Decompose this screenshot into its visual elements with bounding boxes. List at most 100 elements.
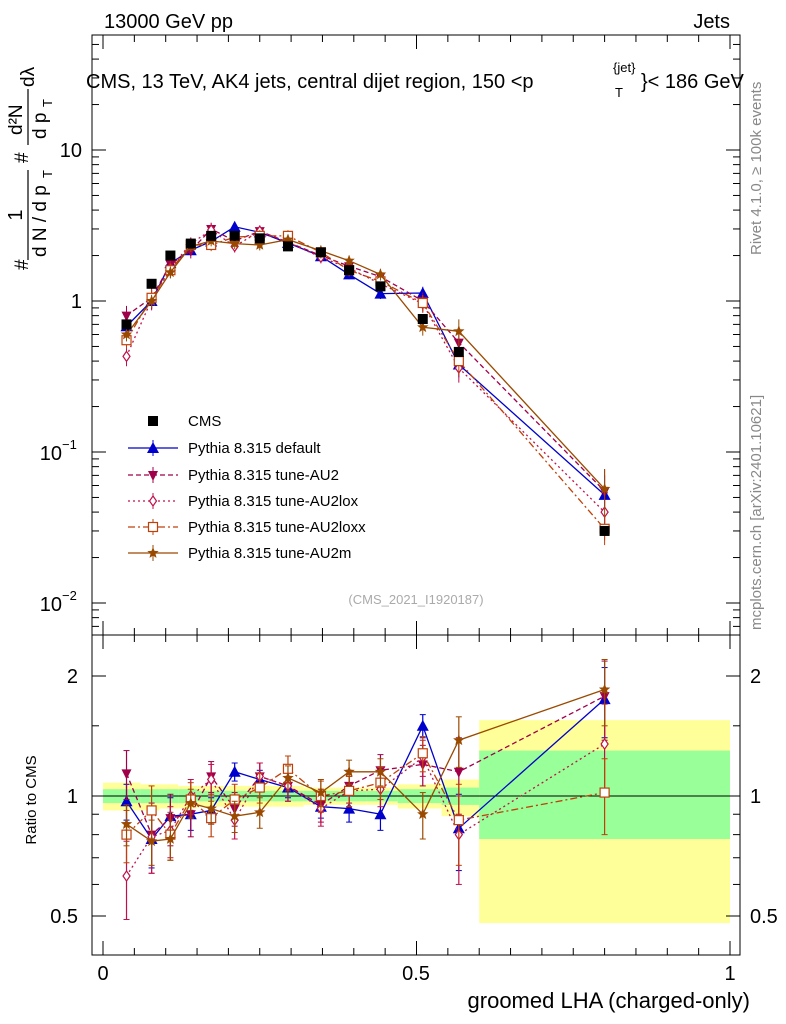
series-4-ratio-point [343, 785, 355, 796]
series-5-point [453, 325, 465, 337]
ylabel-one: 1 [5, 209, 27, 220]
series-2-ratio-point [121, 769, 132, 780]
analysis-id: (CMS_2021_I1920187) [348, 592, 483, 607]
series-4-ratio-point [417, 748, 428, 759]
series-1-ratio-point [416, 719, 429, 731]
ratio-ytick-0.5: 0.5 [50, 906, 78, 928]
series-4-ratio-point [599, 787, 610, 798]
legend-label-au2lox: Pythia 8.315 tune-AU2lox [188, 493, 359, 510]
series-3-ratio-point [206, 773, 216, 786]
cms-data-point [282, 241, 293, 252]
xtick-0.5: 0.5 [402, 963, 430, 985]
ytick-10: 10 [60, 140, 82, 162]
series-1-ratio-point [228, 765, 241, 777]
series-5-line [125, 238, 606, 490]
header-left: 13000 GeV pp [104, 11, 233, 33]
ytick-1: 1 [71, 291, 82, 313]
series-1-ratio-point [120, 795, 133, 807]
legend-marker-3 [148, 494, 158, 508]
ratio-ytick-1: 1 [67, 786, 78, 808]
ratio-series [120, 658, 611, 920]
series-5-point [164, 266, 177, 278]
series-5-ratio-point [120, 818, 133, 829]
x-axis-label: groomed LHA (charged-only) [468, 988, 750, 1013]
series-5-point [374, 268, 387, 280]
series-5-point [145, 295, 158, 306]
series-4-point [417, 297, 428, 309]
top-series [120, 220, 611, 546]
rivet-version-label: Rivet 4.1.0, ≥ 100k events [748, 82, 765, 255]
ytick-0.01: 10 [40, 594, 62, 616]
cms-data-point [121, 319, 132, 330]
series-5-ratio-line [126, 688, 605, 842]
series-5-ratio-point [315, 786, 327, 798]
ylabel-hash1: # [12, 259, 33, 270]
series-1-ratio-point [343, 802, 356, 814]
series-5-ratio-point [205, 802, 217, 814]
series-5-ratio-point [453, 734, 465, 746]
series-5-point [254, 239, 266, 250]
series-5-ratio-point [343, 765, 355, 777]
legend-label-au2m: Pythia 8.315 tune-AU2m [188, 545, 351, 562]
ylabel-hash2: # [12, 152, 33, 163]
title-sub: T [615, 85, 623, 100]
series-1-point [374, 287, 387, 299]
ylabel-den1: d N / d p [30, 185, 51, 257]
ratio-y-axis-label: Ratio to CMS [23, 755, 40, 844]
ylabel-num2: d²N [6, 104, 27, 135]
title-tail: }< 186 GeV [641, 71, 745, 93]
ytick-0.1: 10 [40, 443, 62, 465]
legend-marker-5 [147, 547, 159, 558]
series-5-ratio-point [374, 765, 387, 777]
series-3-ratio-point [122, 869, 131, 883]
cms-data-point [254, 233, 265, 244]
series-5-ratio-point [164, 833, 177, 844]
legend-marker-0 [148, 416, 158, 426]
legend-label-au2: Pythia 8.315 tune-AU2 [188, 467, 339, 484]
series-2-ratio-point [453, 767, 464, 778]
cms-data-point [344, 265, 355, 276]
cms-data-point [146, 278, 157, 289]
cms-data-point [375, 281, 386, 292]
series-5-ratio-point [282, 771, 294, 783]
series-1-point [228, 220, 241, 232]
title-main: CMS, 13 TeV, AK4 jets, central dijet reg… [86, 71, 534, 93]
plot-title: CMS, 13 TeV, AK4 jets, central dijet reg… [86, 60, 745, 100]
series-3-ratio-point [600, 737, 609, 751]
cms-data-point [453, 346, 464, 357]
series-5-point [417, 321, 429, 333]
series-5-ratio-point [185, 797, 197, 808]
title-sup: {jet} [613, 60, 636, 75]
series-2-point [121, 311, 132, 322]
series-4-ratio-point [254, 782, 265, 793]
cms-data-point [599, 525, 610, 536]
series-5-ratio-point [145, 835, 158, 847]
series-5-point [120, 328, 133, 340]
cms-data-point [206, 230, 217, 241]
xtick-0: 0 [97, 963, 108, 985]
legend-marker-1 [147, 442, 159, 453]
ylabel-t1: T [40, 170, 55, 178]
legend-label-default: Pythia 8.315 default [188, 440, 321, 457]
axis-ticks [92, 35, 740, 955]
legend-marker-4 [147, 521, 159, 533]
mcplots-label: mcplots.cern.ch [arXiv:2401.10621] [748, 395, 765, 630]
ratio-ytick-2: 2 [67, 666, 78, 688]
ratio-ytick-right-2: 2 [750, 666, 761, 688]
series-5-ratio-point [229, 810, 241, 821]
header-right: Jets [693, 11, 730, 33]
xtick-1: 1 [724, 963, 735, 985]
cms-data-point [315, 247, 326, 258]
series-4-point [453, 355, 464, 367]
ylabel-dlambda: dλ [18, 66, 39, 87]
ratio-ytick-right-1: 1 [750, 786, 761, 808]
ylabel-t2: T [40, 99, 55, 107]
legend: CMS Pythia 8.315 default Pythia 8.315 tu… [128, 413, 366, 562]
cms-data-point [185, 238, 196, 249]
series-3-point [122, 350, 131, 363]
series-5-ratio-point [598, 683, 611, 695]
cms-data-point [417, 313, 428, 324]
legend-symbols [128, 416, 178, 561]
series-5-point [229, 237, 241, 249]
